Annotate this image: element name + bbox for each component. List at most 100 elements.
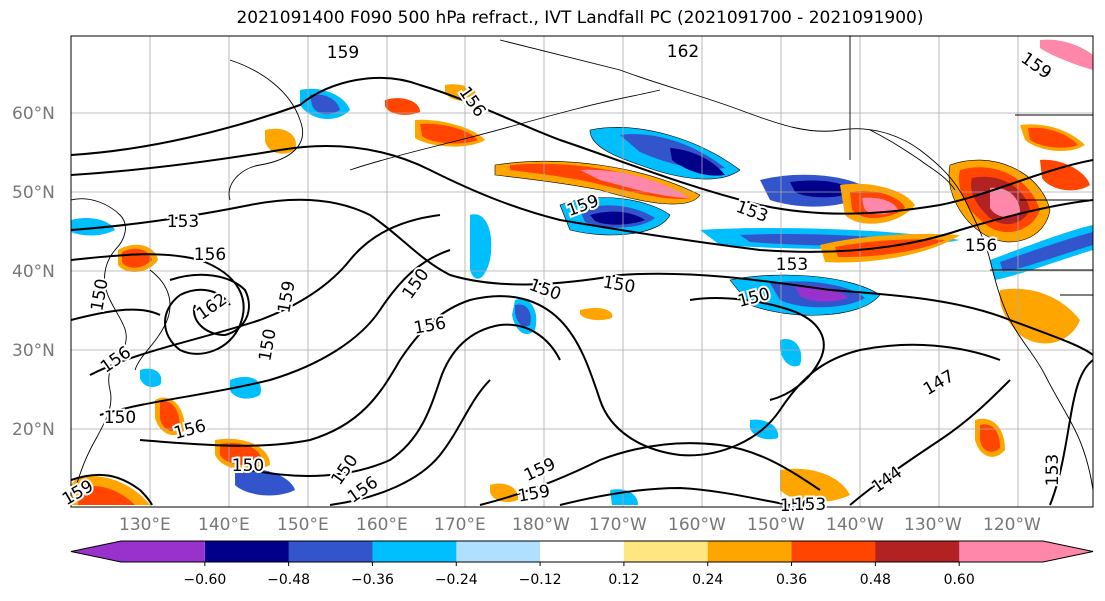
lon-label: 160°E <box>356 515 408 535</box>
anomaly-blob <box>980 424 1000 452</box>
contour-line <box>71 198 1093 356</box>
graticule <box>71 36 1093 507</box>
colorbar-tick-label: 0.36 <box>775 572 808 588</box>
colorbar-tick-label: −0.12 <box>518 572 562 588</box>
contour-line <box>71 308 161 321</box>
contour-label: 159 <box>327 43 359 63</box>
lon-label: 130°W <box>904 515 962 535</box>
contour-label: 150 <box>601 272 636 297</box>
colorbar-tick-label: −0.60 <box>183 572 227 588</box>
anomaly-outline <box>559 197 671 236</box>
contour-line <box>71 145 1093 253</box>
contour-label: 150 <box>255 327 280 362</box>
contour-label: 153 <box>776 255 808 275</box>
anomaly-outline <box>494 160 701 205</box>
colorbar-swatch <box>875 541 960 562</box>
colorbar-swatch <box>707 541 793 562</box>
contour-line <box>71 473 153 506</box>
coastline-aleutians <box>349 89 661 171</box>
contour-line <box>71 76 1093 215</box>
colorbar-extend-high <box>959 541 1093 562</box>
contour-line <box>689 297 825 401</box>
colorbar-swatch <box>540 541 625 562</box>
lat-label: 30°N <box>12 341 55 361</box>
anomaly-blob <box>790 180 855 198</box>
anomaly-blob <box>71 218 115 236</box>
lon-label: 140°W <box>826 515 884 535</box>
chart-title: 2021091400 F090 500 hPa refract., IVT La… <box>236 8 924 28</box>
anomaly-blob <box>590 211 645 225</box>
contour-line <box>329 379 491 506</box>
anomaly-blob <box>795 285 848 302</box>
anomaly-blob <box>310 94 340 115</box>
colorbar <box>70 540 1094 566</box>
contour-line <box>249 323 561 477</box>
colorbar-tick-label: 0.60 <box>943 572 975 588</box>
contour-label: 150 <box>232 456 264 476</box>
anomaly-blob <box>470 214 492 279</box>
contour-line <box>71 253 245 355</box>
contour-label: 156 <box>780 496 812 516</box>
anomaly-blob <box>515 304 531 327</box>
coastline-na-west <box>964 199 1093 491</box>
anomaly-blob <box>670 148 725 176</box>
anomaly-outline <box>589 127 741 180</box>
anomaly-blob <box>78 485 135 505</box>
anomaly-blob <box>580 169 690 198</box>
anomaly-blob <box>140 368 162 388</box>
anomaly-outlines <box>494 127 1051 316</box>
lon-label: 130°E <box>119 515 171 535</box>
height-contours <box>71 76 1093 506</box>
contour-label: 150 <box>104 408 136 428</box>
anomaly-blob <box>420 123 478 144</box>
colorbar-outline <box>70 540 1094 563</box>
anomaly-blob <box>1028 127 1078 148</box>
contour-label: 162 <box>667 42 699 62</box>
coastline-alaska <box>499 39 966 201</box>
contour-label: 153 <box>794 495 826 515</box>
colorbar-tick-label: 0.24 <box>692 572 724 588</box>
contour-label: 156 <box>97 343 135 378</box>
anomaly-blob <box>990 187 1020 217</box>
contour-label: 150 <box>87 277 112 312</box>
coastline-kamchatka <box>228 59 304 201</box>
anomaly-blob <box>1040 39 1093 70</box>
plot-frame <box>70 35 1094 508</box>
anomaly-blob <box>230 376 261 399</box>
colorbar-tick-label: −0.36 <box>351 572 394 588</box>
lon-label: 150°W <box>747 515 805 535</box>
coastline-asia <box>71 198 127 506</box>
colorbar-tick-label: 0.12 <box>608 572 640 588</box>
anomaly-blob <box>220 442 262 466</box>
colorbar-swatch <box>204 541 290 562</box>
colorbar-swatch <box>372 541 457 562</box>
anomaly-blob <box>835 239 945 258</box>
contour-label: 156 <box>965 236 997 256</box>
anomaly-outline <box>729 274 881 316</box>
colorbar-swatch <box>456 541 541 562</box>
anomaly-outline <box>948 159 1051 243</box>
anomaly-blob <box>235 468 295 496</box>
contour-label: 159 <box>516 481 551 506</box>
coastline-na-detail <box>869 129 956 191</box>
anomaly-blob <box>780 339 802 367</box>
colorbar-extend-low <box>71 541 205 562</box>
contour-label: 156 <box>194 245 226 265</box>
lat-label: 60°N <box>12 104 55 124</box>
contour-label: 156 <box>412 313 447 338</box>
lat-label: 40°N <box>12 262 55 282</box>
contour-label: 159 <box>1017 49 1055 84</box>
lat-label: 50°N <box>12 183 55 203</box>
contour-line <box>139 295 1001 457</box>
contour-line <box>89 214 441 376</box>
lon-label: 120°W <box>983 515 1041 535</box>
anomaly-blob <box>780 468 850 502</box>
anomaly-blob <box>862 197 898 215</box>
colorbar-tick-label: 0.48 <box>859 572 891 588</box>
contour-label: 162 <box>193 290 231 325</box>
contour-line <box>479 442 821 506</box>
anomaly-blob <box>385 98 420 115</box>
anomaly-blob <box>999 288 1080 344</box>
contour-label: 150 <box>526 275 563 305</box>
